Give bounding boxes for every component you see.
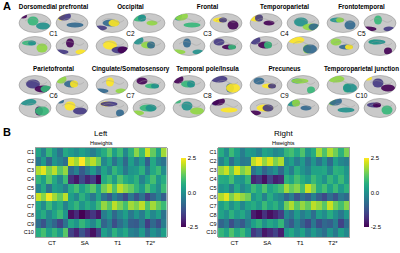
svg-text:C4: C4 bbox=[209, 176, 216, 182]
svg-text:0.0: 0.0 bbox=[188, 190, 197, 196]
svg-text:C6: C6 bbox=[27, 194, 34, 200]
svg-text:C8: C8 bbox=[27, 212, 34, 218]
svg-text:SA: SA bbox=[263, 240, 271, 246]
svg-text:C9: C9 bbox=[280, 92, 289, 99]
svg-text:Cingulate/Somatosensory: Cingulate/Somatosensory bbox=[92, 65, 170, 73]
svg-text:C2: C2 bbox=[126, 30, 135, 37]
svg-text:C1: C1 bbox=[27, 149, 34, 155]
svg-text:Frontal: Frontal bbox=[197, 3, 219, 10]
svg-text:Occipital: Occipital bbox=[117, 3, 144, 11]
svg-text:C8: C8 bbox=[209, 212, 216, 218]
svg-text:CT: CT bbox=[48, 240, 56, 246]
svg-text:C7: C7 bbox=[126, 92, 135, 99]
svg-text:T1: T1 bbox=[297, 240, 305, 246]
svg-text:C6: C6 bbox=[49, 92, 58, 99]
svg-text:C1: C1 bbox=[209, 149, 216, 155]
svg-text:C10: C10 bbox=[356, 92, 368, 99]
svg-text:C10: C10 bbox=[206, 229, 216, 235]
svg-text:SA: SA bbox=[81, 240, 89, 246]
svg-text:Temporal pole/Insula: Temporal pole/Insula bbox=[176, 65, 239, 73]
svg-text:C3: C3 bbox=[209, 167, 216, 173]
svg-text:T2*: T2* bbox=[146, 240, 156, 246]
svg-text:Hweights: Hweights bbox=[90, 140, 113, 146]
svg-text:T1: T1 bbox=[114, 240, 122, 246]
svg-text:0.0: 0.0 bbox=[371, 190, 380, 196]
svg-text:C1: C1 bbox=[49, 30, 58, 37]
svg-text:Dorsomedial prefrontal: Dorsomedial prefrontal bbox=[19, 3, 89, 11]
svg-text:Right: Right bbox=[274, 129, 293, 138]
svg-text:CT: CT bbox=[230, 240, 238, 246]
svg-text:Frontotemporal: Frontotemporal bbox=[338, 3, 385, 11]
svg-text:-2.5: -2.5 bbox=[371, 224, 382, 230]
svg-text:Hweights: Hweights bbox=[272, 140, 295, 146]
svg-text:C9: C9 bbox=[209, 221, 216, 227]
svg-text:Precuneus: Precuneus bbox=[268, 65, 301, 72]
svg-text:-2.5: -2.5 bbox=[188, 224, 199, 230]
svg-text:C4: C4 bbox=[27, 176, 34, 182]
svg-text:Left: Left bbox=[94, 129, 108, 138]
svg-text:2.5: 2.5 bbox=[188, 155, 197, 161]
html-text:A: A bbox=[3, 0, 11, 12]
svg-text:Temporoparietal: Temporoparietal bbox=[260, 3, 309, 11]
svg-text:C5: C5 bbox=[357, 30, 366, 37]
svg-text:C5: C5 bbox=[209, 185, 216, 191]
svg-text:C2: C2 bbox=[209, 158, 216, 164]
html-text:B: B bbox=[3, 126, 11, 138]
svg-text:C9: C9 bbox=[27, 221, 34, 227]
svg-text:C5: C5 bbox=[27, 185, 34, 191]
svg-text:Temporoparietal junction: Temporoparietal junction bbox=[324, 65, 399, 73]
svg-text:Parietofrontal: Parietofrontal bbox=[33, 65, 74, 72]
svg-text:C3: C3 bbox=[203, 30, 212, 37]
svg-text:C3: C3 bbox=[27, 167, 34, 173]
svg-text:C8: C8 bbox=[203, 92, 212, 99]
svg-text:T2*: T2* bbox=[328, 240, 338, 246]
svg-text:C10: C10 bbox=[24, 229, 34, 235]
svg-text:C4: C4 bbox=[280, 30, 289, 37]
svg-text:C6: C6 bbox=[209, 194, 216, 200]
svg-text:2.5: 2.5 bbox=[371, 155, 380, 161]
svg-text:C7: C7 bbox=[27, 203, 34, 209]
svg-text:C7: C7 bbox=[209, 203, 216, 209]
svg-text:C2: C2 bbox=[27, 158, 34, 164]
